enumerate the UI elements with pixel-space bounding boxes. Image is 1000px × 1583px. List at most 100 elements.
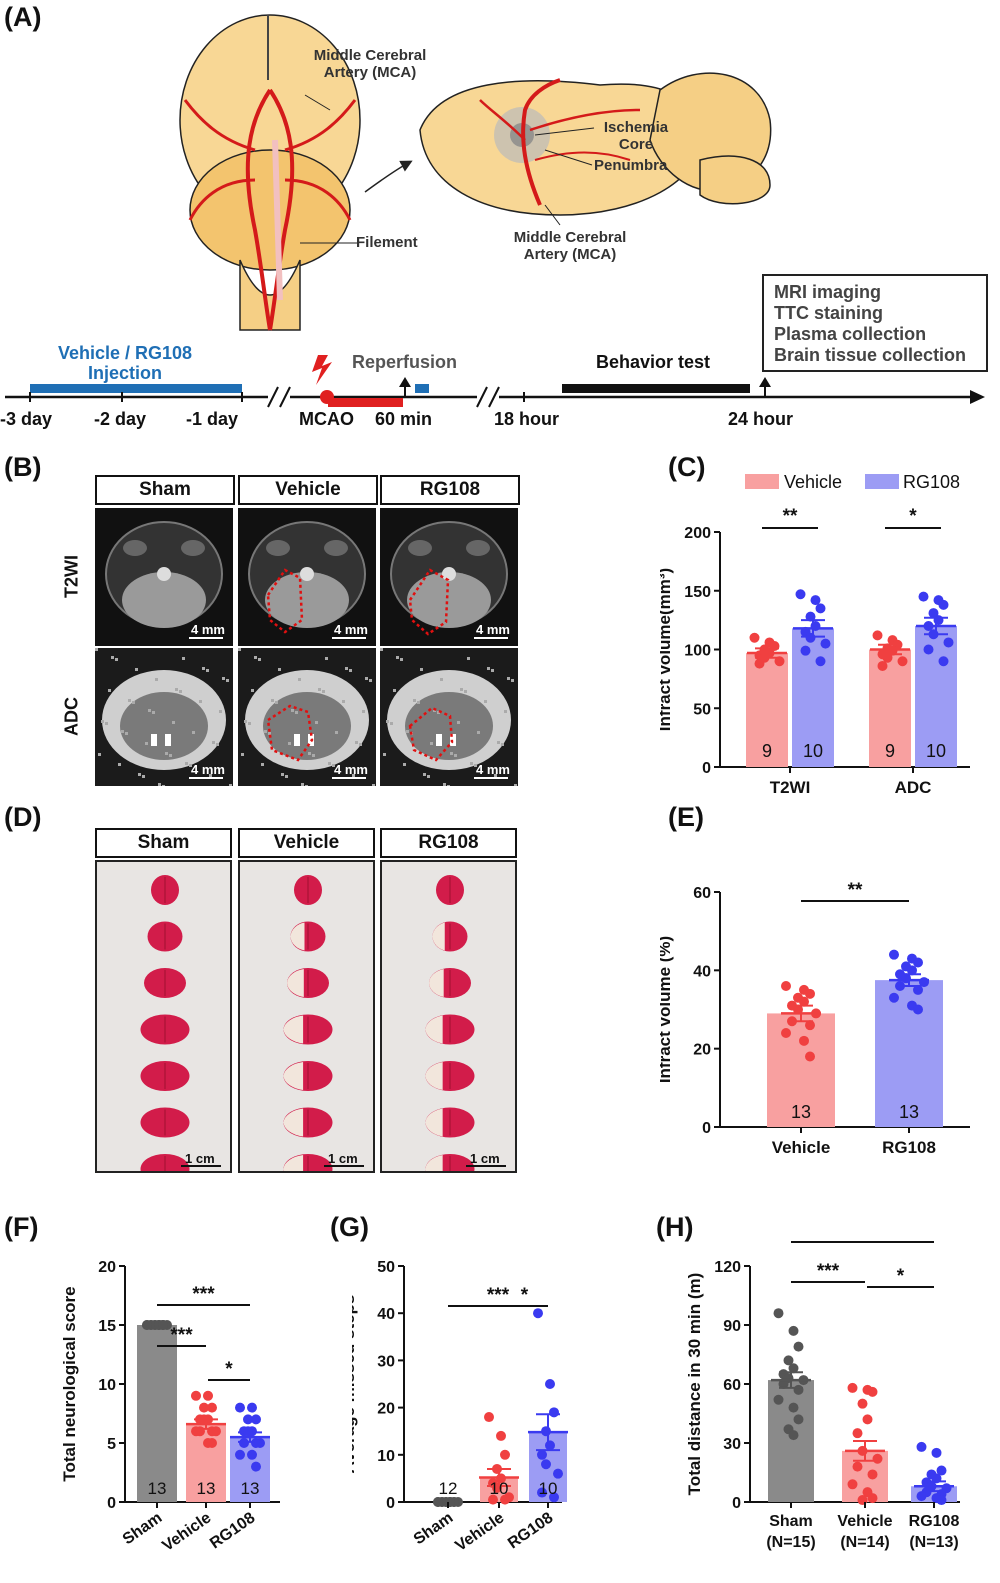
chart-e: 0 20 40 60 Infract volume (%) 13 Vehicle 13 RG10… (660, 880, 970, 1157)
mri-scale-label: 4 mm (334, 622, 368, 637)
data-point (191, 1390, 201, 1401)
y-tick-label: 30 (723, 1436, 741, 1453)
mri-noise (511, 679, 514, 682)
data-point (931, 1447, 942, 1458)
tick-minus3: -3 day (0, 409, 53, 429)
ttc-tile-sham (95, 860, 232, 1173)
legend-swatch-vehicle (745, 474, 779, 489)
data-point (815, 603, 826, 614)
mri-center (157, 567, 171, 581)
y-tick-label: 150 (684, 584, 711, 601)
mri-noise (95, 648, 98, 651)
data-point (805, 1020, 815, 1031)
data-point (938, 656, 949, 667)
y-tick-label: 10 (98, 1377, 116, 1394)
mri-adc-core (405, 692, 493, 760)
mri-noise (261, 763, 264, 766)
mri-noise (155, 678, 158, 681)
mri-noise (275, 701, 278, 704)
y-axis-title: Total neurological score (60, 1286, 79, 1481)
info-mri: MRI imaging (774, 282, 881, 302)
mri-noise (182, 657, 185, 660)
x-category-label: ADC (895, 778, 932, 797)
legend-label-rg108: RG108 (903, 472, 960, 492)
row-label-t2wi: T2WI (61, 555, 82, 598)
y-tick-label: 40 (693, 963, 711, 980)
data-point (235, 1402, 245, 1413)
x-category-label: Sham (769, 1513, 813, 1530)
y-tick-label: 50 (377, 1259, 395, 1276)
chart-h-top-significance (791, 1241, 934, 1243)
mri-cerebellum (407, 572, 491, 628)
data-point (500, 1494, 510, 1505)
data-point (847, 1382, 858, 1393)
info-box: MRI imaging TTC staining Plasma collecti… (762, 274, 988, 372)
ttc-infarct (425, 1155, 443, 1171)
mri-noise (288, 742, 291, 745)
b-header-rg108: RG108 (380, 475, 520, 505)
n-label: 9 (762, 741, 772, 761)
data-point (251, 1438, 261, 1448)
mri-noise (386, 720, 389, 723)
mri-noise (372, 784, 375, 786)
mca-side-label: Middle Cerebral Artery (MCA) (513, 229, 627, 263)
bar (230, 1437, 270, 1502)
mri-noise (318, 688, 321, 691)
data-point (857, 1398, 868, 1409)
ttc-infarct (283, 1155, 304, 1171)
mri-noise (501, 743, 504, 746)
mri-noise (460, 688, 463, 691)
data-point (795, 589, 806, 600)
mri-noise (199, 700, 202, 703)
data-point (913, 957, 923, 968)
injection-line-2: Injection (87, 363, 162, 383)
ttc-tile-vehicle (238, 860, 375, 1173)
mri-noise (158, 783, 161, 786)
mri-eye (181, 540, 205, 556)
info-brain-tissue: Brain tissue collection (774, 345, 967, 365)
mri-eye (266, 540, 290, 556)
x-category-label: Sham (120, 1509, 165, 1548)
mri-noise (278, 668, 281, 671)
data-point (207, 1402, 217, 1413)
mri-tile-t2wi-vehicle (238, 508, 376, 646)
data-point (943, 637, 954, 648)
n-label: 9 (885, 741, 895, 761)
mri-lesion-outline (408, 568, 450, 636)
y-tick-label: 60 (723, 1377, 741, 1394)
data-point (433, 1497, 443, 1507)
y-tick-label: 40 (377, 1306, 395, 1323)
ttc-infarct (283, 1108, 304, 1137)
info-ttc: TTC staining (774, 303, 883, 323)
significance-label: ** (783, 506, 798, 527)
data-point (754, 658, 765, 669)
data-point (247, 1449, 257, 1460)
data-point (882, 652, 893, 663)
mri-noise (423, 773, 426, 776)
mri-noise (369, 679, 372, 682)
mri-noise (497, 741, 500, 744)
significance-label: *** (487, 1285, 510, 1306)
mri-scale-label: 4 mm (191, 762, 225, 777)
mri-noise (380, 648, 383, 651)
mri-noise (507, 677, 510, 680)
mri-center (442, 567, 456, 581)
mri-noise (298, 678, 301, 681)
mri-noise (355, 741, 358, 744)
mri-noise (209, 774, 212, 777)
mri-noise (332, 764, 335, 767)
mri-noise (229, 784, 232, 786)
data-point (847, 1479, 858, 1490)
data-point (936, 1465, 947, 1476)
data-point (815, 656, 826, 667)
mri-noise (248, 722, 251, 725)
bar (767, 1013, 835, 1127)
significance-label: * (909, 506, 917, 527)
tick-18hour: 18 hour (494, 409, 560, 429)
data-point (778, 1379, 789, 1389)
injection-label: Vehicle / RG108 Injection (35, 343, 215, 383)
mri-bright (165, 734, 171, 746)
tick-24hour: 24 hour (728, 409, 794, 429)
mri-noise (111, 656, 114, 659)
panel-a-illustration (5, 14, 985, 408)
